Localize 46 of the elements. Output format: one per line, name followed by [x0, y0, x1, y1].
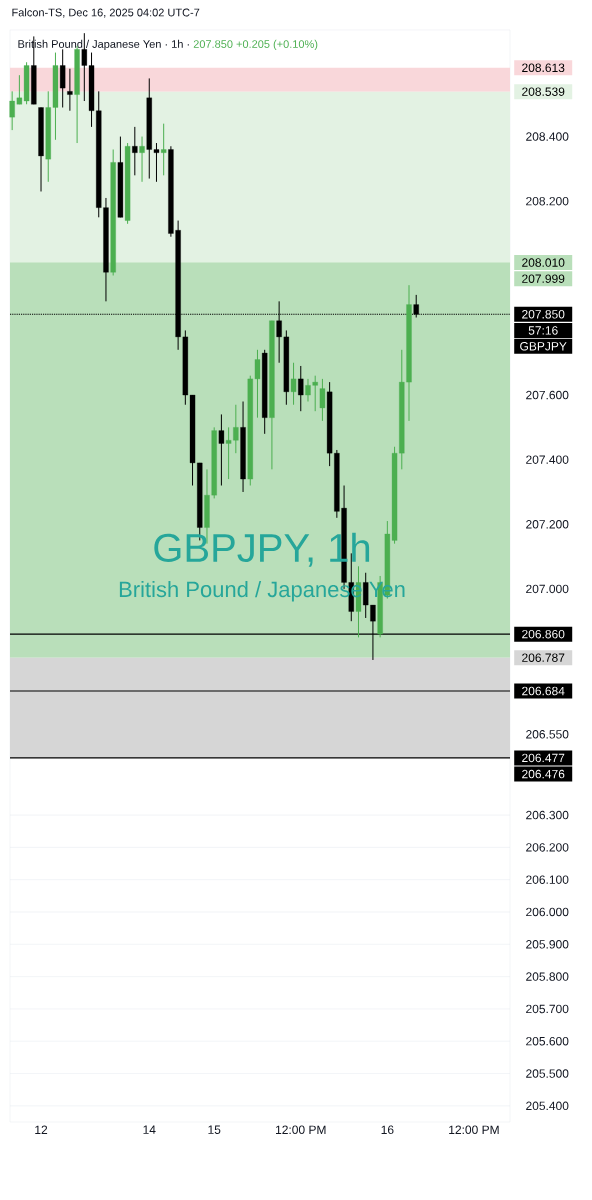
band-label: 208.613	[522, 63, 565, 72]
candlestick	[139, 136, 145, 183]
y-tick-label: 206.550	[526, 730, 569, 739]
text: GBPJPY	[520, 342, 567, 351]
y-tick-label: 205.500	[526, 1069, 569, 1078]
candlestick	[161, 123, 167, 176]
y-tick-label: 206.000	[526, 907, 569, 917]
y-tick-label: 206.100	[526, 875, 569, 884]
y-tick-label: 205.400	[526, 1101, 569, 1111]
x-tick-label: 12	[35, 1125, 48, 1134]
candlestick	[319, 378, 326, 422]
candlestick	[290, 362, 297, 406]
ref-line-label: 206.684	[522, 686, 565, 696]
candlestick	[59, 48, 66, 108]
x-tick-label: 15	[208, 1125, 221, 1134]
candlestick	[298, 365, 304, 412]
text: Falcon-TS, Dec 16, 2025 04:02 UTC-7	[12, 8, 200, 18]
band-label: 206.787	[522, 653, 565, 662]
y-tick-label: 205.900	[526, 940, 569, 949]
y-tick-label: 206.200	[526, 843, 569, 852]
y-tick-label: 207.200	[526, 520, 569, 529]
y-tick-label: 205.800	[526, 972, 569, 981]
x-tick-label: 16	[381, 1125, 394, 1135]
x-tick-label: 12:00 PM	[276, 1125, 326, 1135]
y-tick-label: 207.400	[526, 455, 569, 464]
y-tick-label: 207.000	[526, 584, 569, 594]
text: 207.999	[522, 274, 565, 283]
text: 57:16	[528, 326, 558, 335]
ref-line-label: 207.850	[522, 310, 565, 319]
y-tick-label: 206.300	[526, 810, 569, 820]
candlestick	[132, 126, 138, 176]
y-tick-label: 208.200	[526, 196, 569, 206]
ref-line-label: 206.477	[522, 753, 565, 763]
ref-line-label: 206.860	[522, 629, 565, 639]
y-tick-label: 205.600	[526, 1036, 569, 1046]
y-tick-label: 205.700	[526, 1004, 569, 1014]
x-tick-label: 12:00 PM	[449, 1125, 499, 1135]
candlestick	[67, 68, 73, 112]
x-tick-label: 14	[143, 1125, 156, 1134]
band-label: 208.010	[522, 258, 565, 267]
candlestick	[218, 413, 225, 487]
y-tick-label: 207.600	[526, 390, 569, 400]
y-tick-label: 208.400	[526, 132, 569, 141]
band-label: 208.539	[522, 87, 565, 96]
text: 207.850 +0.205 (+0.10%)	[193, 39, 318, 51]
text: 206.476	[522, 769, 565, 779]
